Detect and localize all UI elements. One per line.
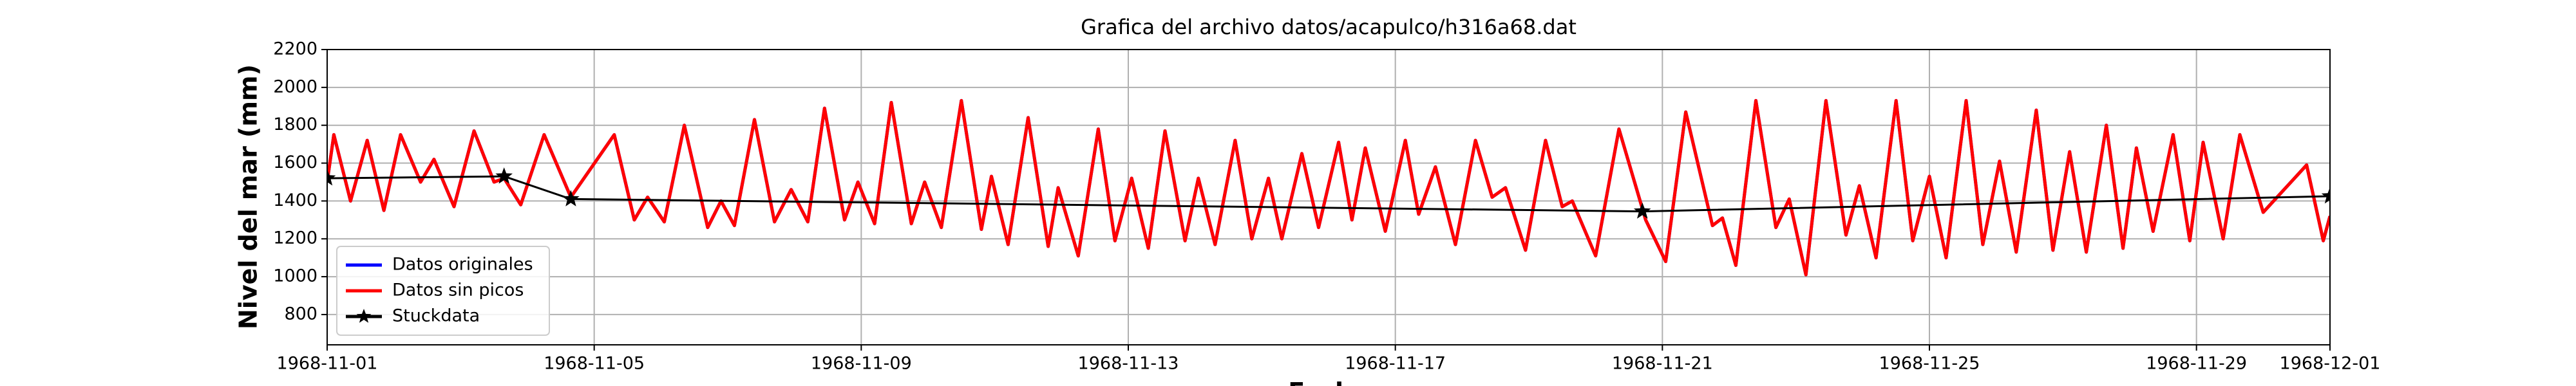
x-tick-label: 1968-11-01 xyxy=(277,354,378,374)
chart-title: Grafica del archivo datos/acapulco/h316a… xyxy=(1081,15,1577,39)
y-tick-label: 1600 xyxy=(273,152,317,172)
legend-label: Datos originales xyxy=(392,255,533,275)
series-marker xyxy=(495,167,513,184)
x-tick-label: 1968-11-05 xyxy=(544,354,645,374)
y-tick-label: 2200 xyxy=(273,39,317,59)
x-axis-label: Fecha xyxy=(1288,378,1368,386)
x-tick-label: 1968-11-25 xyxy=(1879,354,1980,374)
y-tick-label: 1800 xyxy=(273,115,317,134)
series-marker xyxy=(1633,202,1651,219)
series-line xyxy=(327,98,2330,277)
y-tick-label: 1400 xyxy=(273,190,317,210)
x-tick-label: 1968-11-29 xyxy=(2146,354,2247,374)
y-axis-label: Nivel del mar (mm) xyxy=(234,64,263,329)
legend-box xyxy=(336,246,550,336)
y-tick-label: 800 xyxy=(284,304,317,324)
series-marker xyxy=(2321,187,2330,204)
x-tick-label: 1968-11-17 xyxy=(1345,354,1446,374)
y-tick-label: 1200 xyxy=(273,228,317,248)
legend-label: Datos sin picos xyxy=(392,280,524,300)
series-marker xyxy=(327,169,336,186)
plot-area xyxy=(327,98,2330,277)
x-tick-label: 1968-11-21 xyxy=(1612,354,1713,374)
y-tick-label: 1000 xyxy=(273,266,317,286)
legend-marker xyxy=(356,309,372,323)
y-tick-label: 2000 xyxy=(273,77,317,96)
series-marker xyxy=(562,190,580,207)
x-tick-label: 1968-11-09 xyxy=(811,354,912,374)
legend-label: Stuckdata xyxy=(392,306,480,326)
plot-frame xyxy=(327,49,2331,345)
x-tick-label: 1968-11-13 xyxy=(1078,354,1179,374)
x-tick-label: 1968-12-01 xyxy=(2280,354,2381,374)
